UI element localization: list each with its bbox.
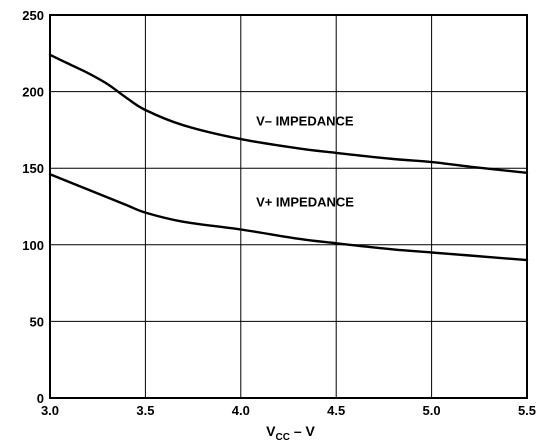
y-tick-label: 200 (22, 85, 44, 100)
y-tick-label: 50 (30, 314, 44, 329)
y-tick-label: 100 (22, 238, 44, 253)
x-axis-label-suffix: – V (290, 423, 316, 439)
series-label-v-plus: V+ IMPEDANCE (256, 195, 354, 210)
plot-frame (49, 14, 528, 399)
y-tick-label: 250 (22, 8, 44, 23)
y-tick-label: 0 (37, 391, 44, 406)
series-line-v-plus-impedance (48, 173, 529, 262)
grid-lines (50, 15, 527, 398)
x-axis-label: VCC – V (266, 423, 315, 443)
x-axis-label-main: V (266, 423, 276, 439)
x-axis-label-subscript: CC (275, 432, 289, 443)
series-line-v-minus-impedance (48, 53, 529, 174)
x-tick-label: 5.0 (423, 403, 441, 418)
x-tick-label: 4.0 (232, 403, 250, 418)
x-tick-label: 4.5 (327, 403, 345, 418)
x-tick-label: 3.5 (136, 403, 154, 418)
x-tick-label: 5.5 (518, 403, 536, 418)
x-tick-label: 3.0 (41, 403, 59, 418)
tick-labels: 0 50 100 150 200 250 3.0 3.5 4.0 4.5 5.0 5.5 (22, 8, 536, 418)
series-curves (48, 53, 529, 262)
series-label-v-minus: V– IMPEDANCE (256, 113, 354, 128)
series-annotations: V– IMPEDANCE V+ IMPEDANCE (256, 113, 354, 209)
y-tick-label: 150 (22, 161, 44, 176)
